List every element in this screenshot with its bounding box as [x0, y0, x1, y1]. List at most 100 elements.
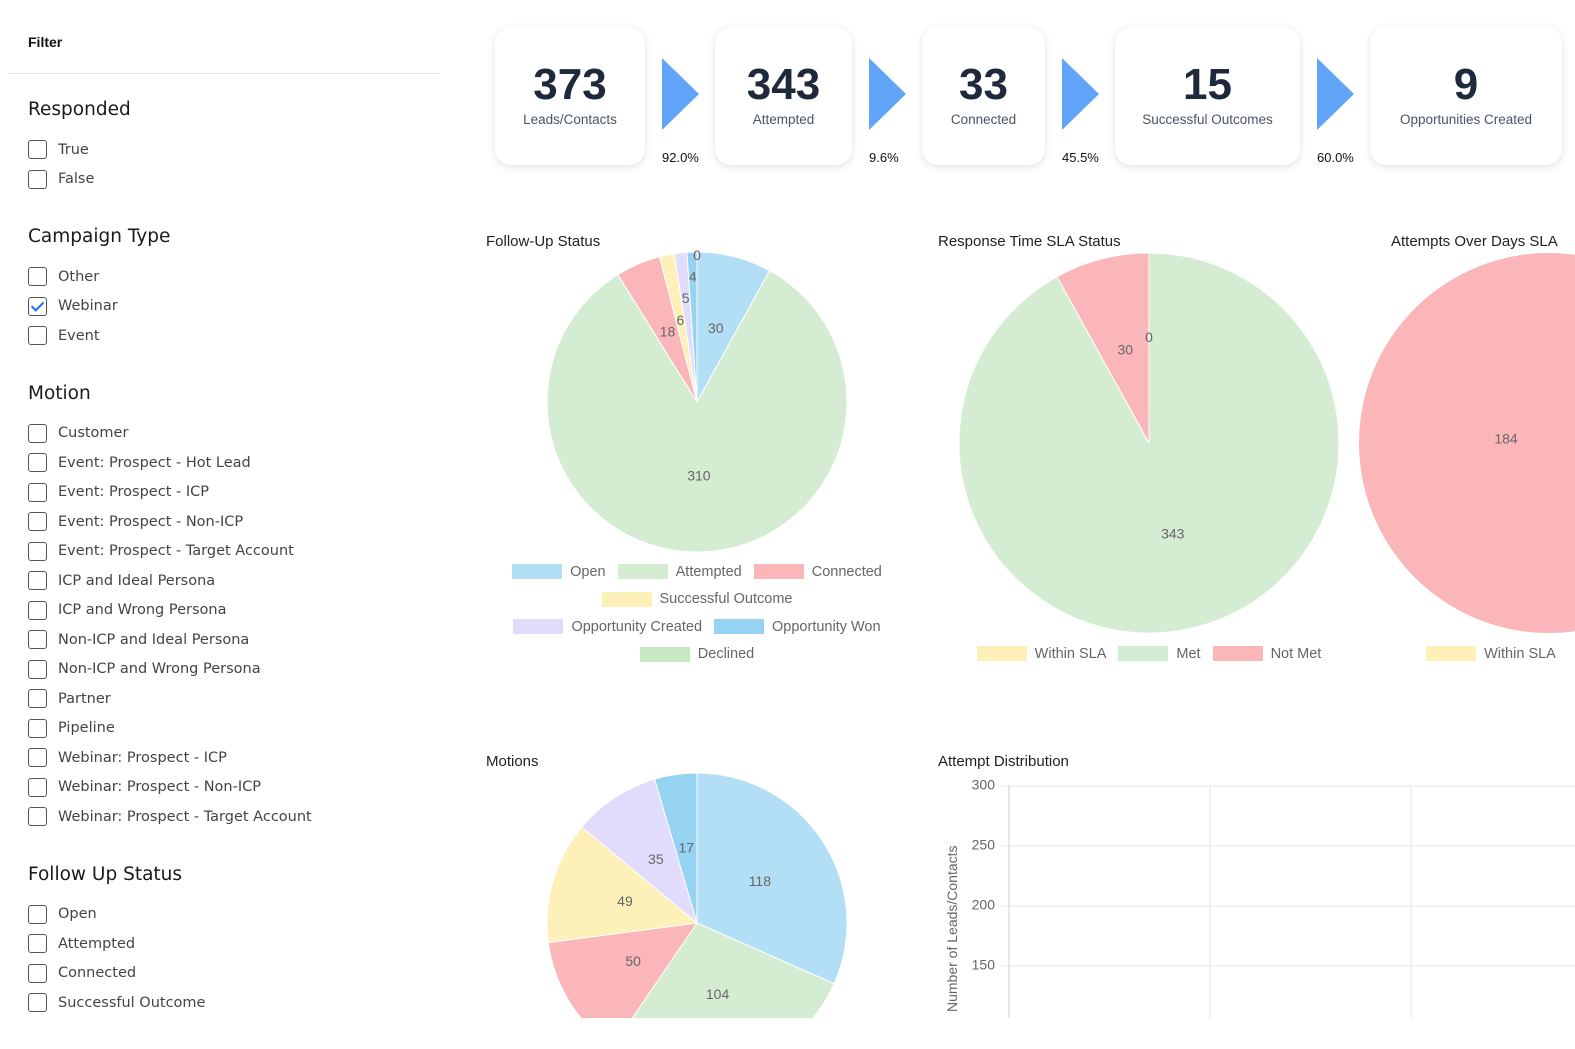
y-tick-label: 150 [972, 957, 996, 973]
filter-option[interactable]: False [28, 165, 312, 195]
filter-option[interactable]: Non-ICP and Ideal Persona [28, 625, 312, 655]
checkbox[interactable] [28, 169, 47, 189]
filter-option[interactable]: Attempted [28, 929, 312, 959]
checkbox[interactable] [28, 748, 47, 768]
checkbox[interactable] [28, 453, 47, 473]
pie-slice [1359, 253, 1575, 633]
conversion-rate: 45.5% [1062, 150, 1099, 165]
chart-legend: Open Attempted Connected Successful Outcome… [497, 558, 897, 668]
legend-swatch [601, 591, 652, 607]
pie-slice [631, 922, 835, 1018]
filter-option[interactable]: ICP and Ideal Persona [28, 566, 312, 596]
chart-title-response-time-sla: Response Time SLA Status [938, 233, 1121, 250]
legend-item[interactable]: Open [512, 564, 606, 580]
checkbox[interactable] [28, 267, 47, 287]
filter-option-label: Webinar: Prospect - Non-ICP [58, 779, 261, 796]
filter-option[interactable]: Event [28, 321, 312, 351]
filter-section-title: Follow Up Status [28, 863, 183, 885]
funnel-label: Opportunities Created [1399, 112, 1533, 127]
legend-swatch [1118, 646, 1169, 662]
filter-section: Follow Up Status Open Attempted Connected Su… [28, 863, 312, 1018]
conversion-rate: 60.0% [1317, 150, 1354, 165]
funnel-card: 15 Successful Outcomes [1115, 27, 1300, 165]
checkbox[interactable] [28, 600, 47, 620]
funnel-label: Connected [950, 112, 1017, 127]
legend-label: Opportunity Created [571, 618, 703, 635]
filter-option-label: Event: Prospect - Target Account [58, 543, 294, 560]
filter-option[interactable]: Event: Prospect - Target Account [28, 537, 312, 567]
legend-item[interactable]: Within SLA [976, 645, 1107, 662]
filter-option[interactable]: Non-ICP and Wrong Persona [28, 655, 312, 685]
filter-option[interactable]: Event: Prospect - ICP [28, 478, 312, 508]
checkbox[interactable] [28, 777, 47, 797]
filter-option[interactable]: Customer [28, 419, 312, 449]
divider [8, 73, 440, 74]
checkbox[interactable] [28, 140, 47, 160]
filter-option[interactable]: Webinar [28, 292, 312, 322]
checkbox[interactable] [28, 630, 47, 650]
checkbox[interactable] [28, 993, 47, 1013]
pie-data-label: 4 [689, 268, 697, 284]
checkbox[interactable] [28, 659, 47, 679]
filter-option[interactable]: Connected [28, 959, 312, 989]
legend-item[interactable]: Opportunity Won [714, 619, 881, 635]
filter-option[interactable]: Webinar: Prospect - ICP [28, 743, 312, 773]
filter-option[interactable]: Partner [28, 684, 312, 714]
filter-sidebar: Filter Responded True False Campaign Type Ot… [0, 0, 448, 1018]
filter-option[interactable]: Event: Prospect - Non-ICP [28, 507, 312, 537]
filter-section: Motion Customer Event: Prospect - Hot Lead… [28, 382, 312, 832]
filter-option[interactable]: Event: Prospect - Hot Lead [28, 448, 312, 478]
checkbox[interactable] [28, 423, 47, 443]
legend-row: Successful Outcome [596, 586, 799, 614]
pie-data-label: 310 [687, 468, 711, 484]
checkbox[interactable] [28, 963, 47, 983]
legend-item[interactable]: Connected [753, 564, 882, 580]
checkbox[interactable] [28, 326, 47, 346]
filter-option-label: Non-ICP and Ideal Persona [58, 631, 250, 648]
checkbox[interactable] [28, 718, 47, 738]
filter-option[interactable]: Pipeline [28, 714, 312, 744]
legend-item[interactable]: Declined [639, 646, 754, 662]
legend-item[interactable]: Within SLA [1426, 646, 1556, 662]
funnel-arrow-icon [1317, 58, 1354, 130]
filter-option-label: Event: Prospect - Hot Lead [58, 454, 251, 471]
chart-title-attempt-distribution: Attempt Distribution [938, 753, 1069, 770]
legend-label: Within SLA [1034, 645, 1107, 662]
legend-item[interactable]: Successful Outcome [601, 591, 792, 607]
checkbox[interactable] [28, 541, 47, 561]
funnel-card: 343 Attempted [715, 27, 852, 165]
pie-data-label: 5 [682, 290, 690, 306]
filter-option[interactable]: Open [28, 900, 312, 930]
legend-item[interactable]: Attempted [617, 563, 742, 580]
filter-option[interactable]: Other [28, 262, 312, 292]
legend-label: Within SLA [1484, 645, 1556, 662]
filter-option[interactable]: Webinar: Prospect - Target Account [28, 802, 312, 832]
funnel-arrow-icon [662, 58, 699, 130]
pie-data-label: 118 [749, 873, 772, 889]
y-tick-label: 300 [972, 777, 996, 793]
legend-item[interactable]: Met [1118, 646, 1201, 662]
filter-section-title: Campaign Type [28, 226, 171, 247]
filter-option[interactable]: True [28, 135, 312, 165]
conversion-rate: 9.6% [869, 150, 899, 165]
checkbox[interactable] [28, 571, 47, 591]
checkbox[interactable] [28, 904, 47, 924]
legend-item[interactable]: Opportunity Created [513, 619, 702, 635]
filter-option[interactable]: Webinar: Prospect - Non-ICP [28, 773, 312, 803]
filter-option-label: Attempted [58, 935, 136, 952]
legend-item[interactable]: Not Met [1212, 645, 1322, 662]
pie-data-label: 30 [708, 320, 724, 336]
checkbox[interactable] [28, 689, 47, 709]
pie-data-label: 6 [677, 312, 685, 328]
checkbox[interactable] [28, 482, 47, 502]
filter-option[interactable]: ICP and Wrong Persona [28, 596, 312, 626]
checkbox[interactable] [28, 807, 47, 827]
filter-option[interactable]: Successful Outcome [28, 988, 312, 1018]
legend-label: Not Met [1270, 645, 1322, 662]
checkbox[interactable] [28, 512, 47, 532]
filter-option-label: Webinar: Prospect - ICP [58, 749, 227, 766]
legend-label: Attempted [675, 563, 742, 580]
checkbox[interactable] [28, 934, 47, 954]
pie-data-label: 49 [617, 893, 633, 909]
checkbox[interactable] [28, 296, 47, 316]
